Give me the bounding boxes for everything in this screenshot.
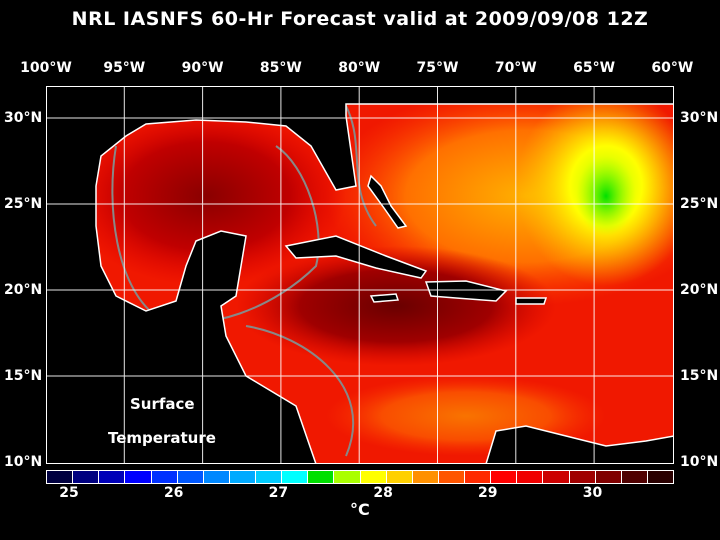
latitude-label: 10°N <box>680 454 719 470</box>
annotation-surface: Surface <box>130 395 195 413</box>
colorbar-tick-label: 26 <box>163 485 184 501</box>
colorbar-tick-label: 25 <box>59 485 79 501</box>
bathymetry-contours <box>111 105 377 457</box>
colorbar-tick-label: 28 <box>373 485 393 501</box>
longitude-label: 70°W <box>494 60 537 76</box>
latitude-label: 15°N <box>680 368 719 384</box>
colorbar-swatch <box>491 471 518 483</box>
south-america-land <box>485 425 674 464</box>
colorbar-swatch <box>621 471 648 483</box>
latitude-label: 15°N <box>4 368 43 384</box>
colorbar-swatch <box>282 471 309 483</box>
colorbar-swatch <box>256 471 283 483</box>
sst-map <box>46 86 674 464</box>
colorbar-unit: °C <box>350 500 370 519</box>
annotation-temperature: Temperature <box>108 429 216 447</box>
latitude-label: 25°N <box>680 196 719 212</box>
colorbar-swatch <box>517 471 544 483</box>
map-title: NRL IASNFS 60-Hr Forecast valid at 2009/… <box>71 8 649 30</box>
caribbean-warm-pool <box>236 246 556 366</box>
longitude-label: 100°W <box>20 60 72 76</box>
colorbar <box>46 470 674 484</box>
latitude-label: 25°N <box>4 196 43 212</box>
longitude-label: 60°W <box>651 60 694 76</box>
colorbar-swatch <box>99 471 126 483</box>
jamaica-land <box>369 293 400 303</box>
colorbar-swatch <box>438 471 465 483</box>
colorbar-swatch <box>229 471 256 483</box>
colorbar-swatch <box>203 471 230 483</box>
latitude-label: 20°N <box>680 282 719 298</box>
colorbar-swatch <box>360 471 387 483</box>
colorbar-swatch <box>543 471 570 483</box>
colorbar-swatch <box>73 471 100 483</box>
longitude-label: 80°W <box>338 60 381 76</box>
hispaniola-land <box>424 280 508 302</box>
colorbar-swatch <box>308 471 335 483</box>
longitude-label: 90°W <box>181 60 224 76</box>
colorbar-tick-label: 29 <box>478 485 498 501</box>
green-patch <box>576 156 636 236</box>
colorbar-swatch <box>151 471 178 483</box>
colorbar-swatch <box>125 471 152 483</box>
graticule <box>46 86 674 464</box>
longitude-label: 85°W <box>259 60 302 76</box>
latitude-label: 10°N <box>4 454 43 470</box>
bahamas-land <box>367 174 408 229</box>
colorbar-swatch <box>647 471 673 483</box>
latitude-label: 30°N <box>4 110 43 126</box>
latitude-label: 20°N <box>4 282 43 298</box>
longitude-label: 65°W <box>573 60 616 76</box>
colorbar-swatch <box>386 471 413 483</box>
colorbar-swatch <box>465 471 492 483</box>
colorbar-swatch <box>569 471 596 483</box>
cuba-land <box>284 235 428 279</box>
colorbar-swatch <box>595 471 622 483</box>
colorbar-swatch <box>47 471 74 483</box>
colorbar-swatch <box>177 471 204 483</box>
puerto-rico-land <box>515 297 548 305</box>
longitude-label: 75°W <box>416 60 459 76</box>
latitude-label: 30°N <box>680 110 719 126</box>
colorbar-tick-label: 30 <box>582 485 603 501</box>
gulf-warm-pool <box>66 106 346 286</box>
colorbar-swatch <box>334 471 361 483</box>
longitude-label: 95°W <box>103 60 146 76</box>
colorbar-swatch <box>412 471 439 483</box>
colorbar-tick-label: 27 <box>268 485 289 501</box>
